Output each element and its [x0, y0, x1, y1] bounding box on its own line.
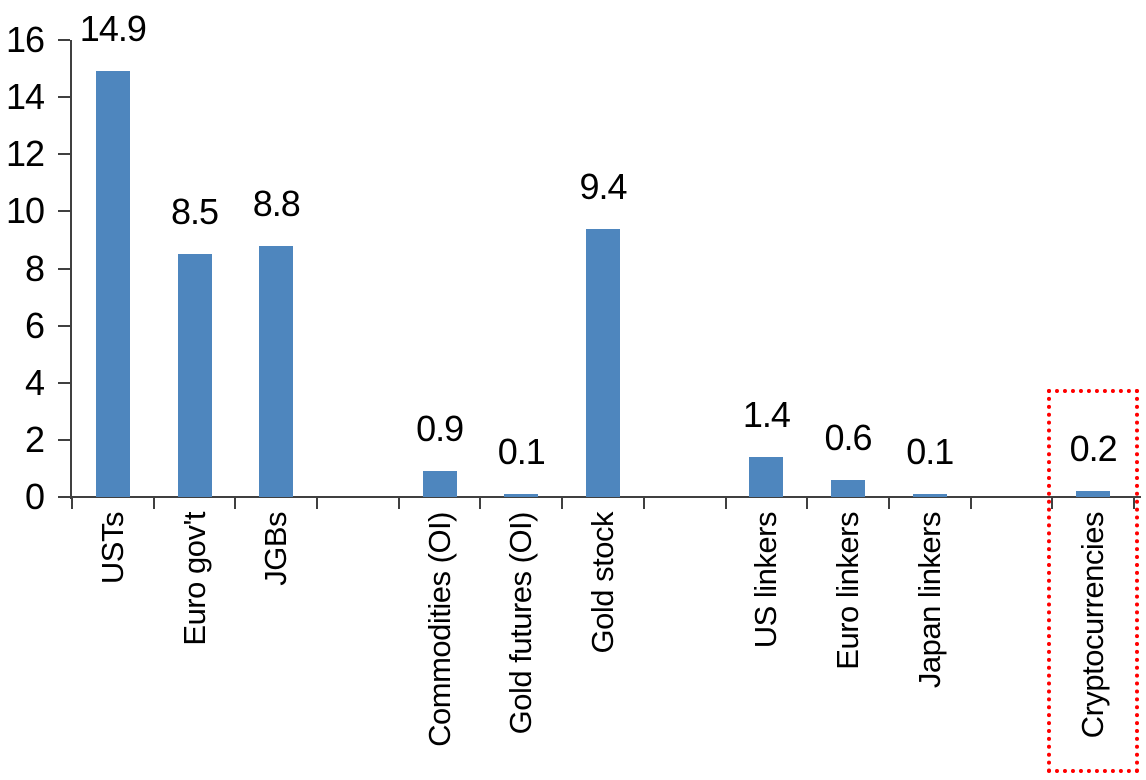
x-tick	[234, 498, 237, 509]
y-tick	[58, 267, 70, 270]
y-axis-tick-label: 16	[5, 19, 45, 60]
category-label-usts: USTs	[94, 512, 130, 585]
bar-euro-linkers	[831, 479, 866, 497]
x-tick	[1133, 498, 1135, 509]
category-label-euro-linkers: Euro linkers	[830, 512, 866, 670]
y-axis-tick-label: 0	[24, 476, 45, 517]
value-label-japan-linkers: 0.1	[906, 431, 954, 473]
x-tick	[724, 498, 727, 509]
bar-japan-linkers	[912, 494, 947, 497]
bar-us-linkers	[749, 457, 784, 497]
y-axis-tick-label: 4	[24, 361, 45, 403]
category-label-japan-linkers: Japan linkers	[911, 512, 947, 689]
y-tick	[58, 153, 70, 156]
bar-commodities-oi	[422, 471, 457, 497]
y-axis-tick-label: 2	[24, 418, 45, 460]
x-axis	[70, 496, 1141, 498]
y-axis-tick-label: 14	[5, 76, 45, 118]
x-tick	[316, 498, 319, 509]
y-tick	[58, 381, 70, 384]
x-tick	[887, 498, 890, 509]
value-label-jgbs: 8.8	[252, 182, 301, 224]
value-label-cryptocurrencies: 0.2	[1069, 428, 1118, 470]
category-label-gold-futures-oi: Gold futures (OI)	[503, 512, 539, 735]
category-label-us-linkers: US linkers	[748, 512, 784, 649]
y-tick	[58, 210, 70, 213]
bar-euro-gov-t	[177, 254, 212, 497]
y-tick	[58, 438, 70, 441]
x-tick	[1051, 498, 1054, 509]
y-axis-tick-label: 6	[24, 304, 45, 346]
value-label-usts: 14.9	[79, 8, 147, 50]
y-tick	[58, 96, 70, 99]
x-tick	[561, 498, 564, 509]
x-tick	[152, 498, 155, 509]
y-axis	[70, 40, 72, 499]
category-label-jgbs: JGBs	[258, 512, 294, 586]
y-tick	[58, 496, 70, 498]
y-axis-tick-label: 12	[5, 133, 45, 175]
bar-cryptocurrencies	[1076, 491, 1111, 497]
category-label-commodities-oi: Commodities (OI)	[421, 512, 457, 747]
y-tick	[58, 324, 70, 327]
x-tick	[642, 498, 645, 509]
bar-usts	[95, 71, 130, 497]
value-label-euro-gov-t: 8.5	[171, 191, 219, 233]
bar-gold-futures-oi	[504, 494, 539, 497]
x-tick	[479, 498, 482, 509]
value-label-gold-futures-oi: 0.1	[497, 431, 546, 473]
x-tick	[397, 498, 400, 509]
category-label-gold-stock: Gold stock	[585, 512, 620, 654]
x-tick	[969, 498, 972, 509]
value-label-us-linkers: 1.4	[742, 394, 791, 435]
bar-gold-stock	[586, 228, 620, 497]
value-label-commodities-oi: 0.9	[416, 408, 464, 450]
y-axis-tick-label: 10	[5, 190, 45, 232]
category-label-euro-gov-t: Euro gov't	[176, 512, 212, 646]
y-axis-tick-label: 8	[24, 247, 45, 289]
x-tick	[71, 498, 73, 509]
x-tick	[806, 498, 809, 509]
y-tick	[58, 39, 70, 41]
value-label-euro-linkers: 0.6	[824, 416, 873, 458]
value-label-gold-stock: 9.4	[579, 165, 627, 207]
highlight-box-cryptocurrencies	[1047, 389, 1139, 773]
bar-jgbs	[259, 245, 294, 497]
